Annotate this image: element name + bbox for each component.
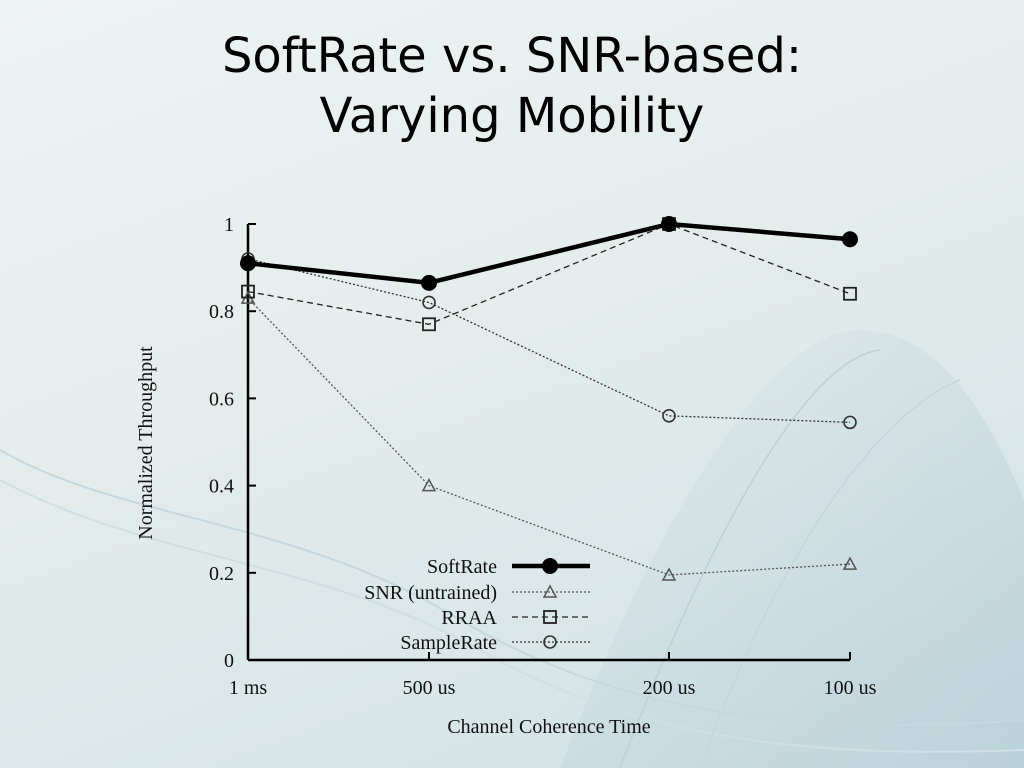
chart-legend: SoftRate SNR (untrained) RRAA SampleRate [364,556,590,654]
y-axis-label: Normalized Throughput [135,346,157,540]
series-line [247,258,851,424]
data-point-marker [240,255,256,272]
series-softrate [240,216,858,291]
data-point-marker [542,584,558,598]
data-point-marker [542,558,558,574]
data-point-marker [422,317,436,332]
data-point-marker [422,295,436,310]
data-point-marker [661,567,677,581]
data-point-marker [421,478,437,492]
x-tick-label: 500 us [403,677,456,699]
x-tick-label: 1 ms [229,677,268,699]
y-tick-label: 0.8 [209,301,234,323]
chart-axes: 0 0.2 0.4 0.6 0.8 1 1 ms 500 us 200 us 100 us [209,214,877,699]
legend-label: RRAA [441,607,497,629]
y-tick-label: 0.4 [209,476,234,498]
x-axis-label: Channel Coherence Time [447,716,650,738]
x-tick-label: 200 us [643,677,696,699]
data-point-marker [543,635,557,649]
slide-title: SoftRate vs. SNR-based: Varying Mobility [0,26,1024,146]
data-point-marker [842,556,858,570]
y-tick-label: 0.2 [209,563,234,585]
legend-label: SNR (untrained) [364,582,497,604]
series-line [247,223,851,325]
slide-title-line-1: SoftRate vs. SNR-based: [221,28,803,84]
y-tick-label: 0 [224,650,234,672]
x-tick-label: 100 us [824,677,877,699]
slide-title-line-2: Varying Mobility [319,88,705,144]
data-point-marker [843,286,857,301]
data-point-marker [661,216,677,232]
legend-label: SoftRate [427,556,497,578]
data-point-marker [843,415,857,430]
series-line [247,221,851,286]
data-point-marker [842,231,858,248]
legend-label: SampleRate [400,632,497,654]
data-point-marker [241,284,255,299]
data-point-marker [662,409,676,423]
chart-series [240,216,858,581]
y-tick-label: 0.6 [209,388,234,410]
data-point-marker [421,274,437,291]
background-waves [0,330,1024,768]
data-point-marker [543,610,557,624]
series-line [247,297,851,576]
y-tick-label: 1 [224,214,234,236]
